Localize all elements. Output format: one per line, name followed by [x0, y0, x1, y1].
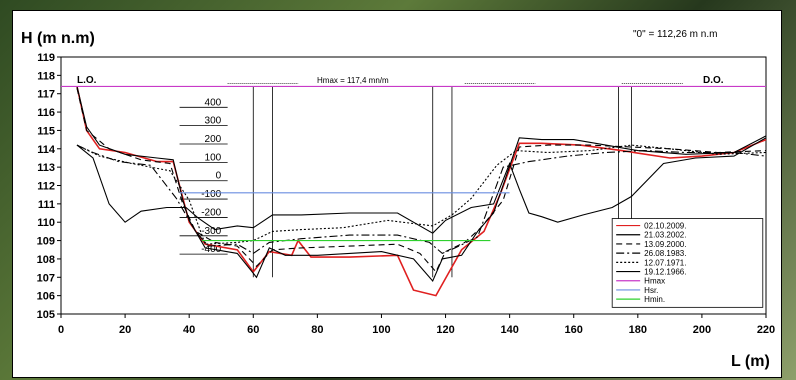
series-line — [76, 144, 767, 255]
x-tick-label: 200 — [693, 324, 711, 336]
y-tick-label: 108 — [37, 254, 55, 266]
x-tick-label: 20 — [119, 324, 131, 336]
y-tick-label: 109 — [37, 236, 55, 248]
y-tick-label: 107 — [37, 272, 55, 284]
axes-layer: 105 106 107 108 109 110 111 112 113 114 115 116 117 1… — [37, 52, 776, 336]
gauge-label: 200 — [205, 134, 222, 145]
legend-label: 02.10.2009. — [644, 222, 686, 231]
gauge-label: 300 — [205, 116, 222, 127]
x-tick-label: 0 — [58, 324, 64, 336]
y-tick-label: 113 — [37, 162, 55, 174]
x-tick-label: 160 — [565, 324, 583, 336]
gauge-label: -300 — [201, 226, 221, 237]
hmax-annotation: Hmax = 117,4 mn/m — [317, 76, 389, 85]
series-line — [76, 88, 767, 273]
legend-label: 26.08.1983. — [644, 249, 686, 258]
y-tick-label: 112 — [37, 181, 55, 193]
y-tick-label: 105 — [37, 309, 55, 321]
legend-label: Hmax — [644, 277, 665, 286]
y-tick-label: 116 — [37, 107, 55, 119]
legend-label: 12.07.1971. — [644, 258, 686, 267]
y-axis-title: H (m n.m) — [21, 30, 95, 47]
x-tick-label: 180 — [629, 324, 647, 336]
legend-box — [611, 218, 764, 308]
series-layer — [61, 85, 767, 297]
y-tick-label: 114 — [37, 144, 56, 156]
gauge-label: -200 — [201, 207, 221, 218]
series-line — [76, 137, 767, 234]
y-tick-label: 115 — [37, 125, 55, 137]
x-axis-title: L (m) — [731, 353, 770, 370]
x-tick-label: 140 — [500, 324, 518, 336]
legend-label: Hmin. — [644, 295, 665, 304]
gauge-label: -100 — [201, 189, 221, 200]
legend: 02.10.2009.21.03.2002.13.09.2000.26.08.1… — [611, 218, 764, 308]
x-tick-label: 40 — [183, 324, 195, 336]
x-tick-label: 220 — [757, 324, 775, 336]
legend-label: 19.12.1966. — [644, 268, 686, 277]
right-bank-label: D.O. — [703, 75, 724, 86]
legend-label: Hsr. — [644, 286, 658, 295]
gauge-label: 0 — [216, 171, 222, 182]
y-tick-label: 106 — [37, 291, 55, 303]
legend-label: 13.09.2000. — [644, 240, 686, 249]
x-tick-label: 60 — [247, 324, 259, 336]
series-line — [76, 86, 767, 283]
series-line — [76, 144, 767, 245]
y-tick-label: 111 — [38, 199, 55, 211]
gauge-label: -400 — [201, 244, 221, 255]
y-tick-label: 119 — [37, 52, 55, 64]
y-tick-label: 118 — [37, 70, 55, 82]
chart-panel: 105 106 107 108 109 110 111 112 113 114 115 116 117 1… — [12, 10, 782, 378]
left-bank-label: L.O. — [77, 75, 97, 86]
series-line — [76, 86, 767, 297]
gauge-label: 400 — [205, 97, 222, 108]
datum-note: "0" = 112,26 m n.m — [633, 29, 717, 40]
y-tick-label: 110 — [37, 217, 55, 229]
x-tick-label: 120 — [436, 324, 454, 336]
gauge-label: 100 — [205, 152, 222, 163]
y-tick-label: 117 — [37, 89, 55, 101]
cross-section-chart: 105 106 107 108 109 110 111 112 113 114 115 116 117 1… — [21, 29, 776, 370]
x-tick-label: 80 — [311, 324, 323, 336]
x-tick-label: 100 — [372, 324, 390, 336]
legend-label: 21.03.2002. — [644, 231, 686, 240]
